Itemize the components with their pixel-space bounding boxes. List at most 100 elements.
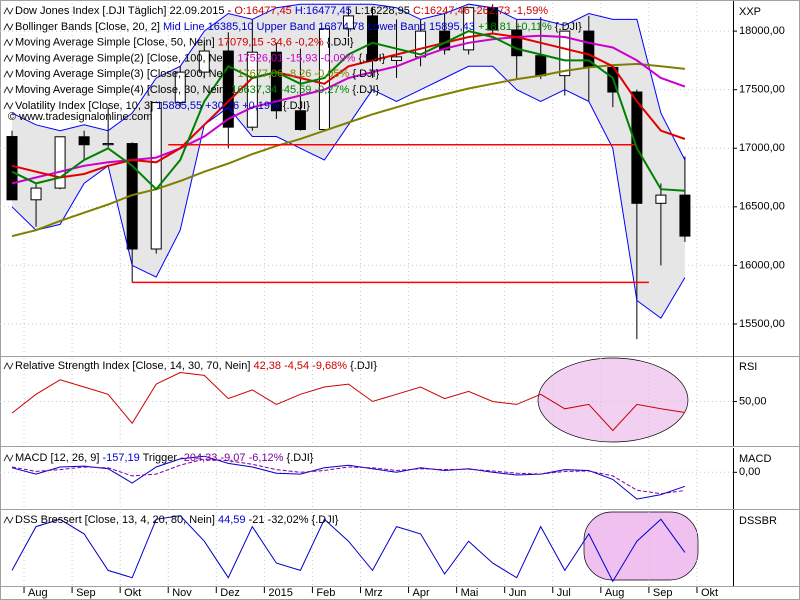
legend-segment: MACD [12, 26, 9] (15, 452, 102, 464)
highlight-box (583, 511, 699, 581)
candle-body (54, 136, 66, 189)
candle-body (102, 143, 114, 146)
legend-segment: Moving Average Simple(4) [Close, 30, Nei… (15, 84, 231, 96)
legend-icon (3, 22, 14, 31)
legend-segment: 17079,15 -34,6 -0,2% (218, 37, 324, 49)
legend-icon (3, 86, 14, 94)
legend-segment: {.DJI} (280, 100, 310, 112)
candle-body (78, 136, 90, 146)
plot-area (0, 3, 733, 355)
legend-segment: Moving Average Simple(2) [Close, 100, Ne… (15, 52, 237, 64)
legend-segment: {.DJI} (283, 452, 313, 464)
y-tick-label: 50,00 (739, 395, 767, 407)
legend-icon (3, 516, 14, 524)
legend-segment: Volatility Index [Close, 10, 3] (15, 100, 156, 112)
y-tick-label: 18000,00 (739, 25, 785, 37)
legend-icon (3, 70, 14, 79)
x-tick-label: Mrz (364, 587, 382, 599)
x-tick-label: Mai (461, 587, 479, 599)
y-tick-label: 15500,00 (739, 318, 785, 330)
legend-entry: Bollinger Bands [Close, 20, 2] Mid Line … (15, 21, 582, 33)
legend-segment: C:16247,46 -262,73 -1,59% (413, 5, 548, 17)
legend-icon (3, 54, 14, 63)
axis-label: DSSBR (739, 515, 777, 527)
x-tick-label: Dez (220, 587, 240, 599)
candle-body (150, 102, 162, 250)
candle-body (535, 55, 547, 77)
legend-entry: DSS Bressert [Close, 13, 4, 20, 80, Nein… (15, 514, 339, 526)
legend-entry: Dow Jones Index [.DJI Täglich] 22.09.201… (15, 5, 548, 17)
candle-body (6, 136, 18, 201)
candle-body (511, 29, 523, 57)
plot-area (0, 358, 733, 445)
legend-segment: +18,81 +0,11% (475, 21, 552, 33)
candle-body (174, 71, 186, 104)
y-tick-label: 16500,00 (739, 201, 785, 213)
x-tick-label: Apr (413, 587, 430, 599)
highlight-ellipse (537, 357, 689, 443)
legend-segment: Dow Jones Index [.DJI Täglich] 22.09.201… (15, 5, 234, 17)
legend-segment: Bollinger Bands [Close, 20, 2] (15, 21, 163, 33)
legend-segment: {.DJI} (349, 68, 379, 80)
legend-segment: {.DJI} (552, 21, 582, 33)
legend-entry: Moving Average Simple(3) [Close, 200, Ne… (15, 68, 380, 80)
x-tick-label: Sep (653, 587, 673, 599)
y-tick-label: 16000,00 (739, 259, 785, 271)
legend-segment: {.DJI} (347, 360, 377, 372)
legend-segment: -157,19 (102, 452, 139, 464)
legend-segment: Moving Average Simple(3) [Close, 200, Ne… (15, 68, 237, 80)
axis-label: RSI (739, 361, 757, 373)
legend-segment: Moving Average Simple [Close, 50, Nein] (15, 37, 218, 49)
series-line (11, 458, 685, 495)
candle-body (655, 194, 667, 204)
candle-body (270, 51, 282, 112)
legend-entry: Moving Average Simple(4) [Close, 30, Nei… (15, 84, 380, 96)
legend-entry: Relative Strength Index [Close, 14, 30, … (15, 360, 377, 372)
x-tick-label: Feb (316, 587, 335, 599)
legend-segment: Trigger (140, 452, 180, 464)
axis-label: XXP (739, 6, 761, 18)
candle-body (246, 51, 258, 128)
x-tick-label: Nov (172, 587, 192, 599)
legend-entry: MACD [12, 26, 9] -157,19 Trigger -204,33… (15, 452, 314, 464)
candle-body (559, 30, 571, 77)
legend-segment: -21 -32,02% {.DJI} (246, 514, 339, 526)
legend-segment: H:16477,45 (295, 5, 355, 17)
x-tick-label: Aug (28, 587, 48, 599)
series-line (11, 371, 685, 432)
series-line (11, 455, 686, 500)
candle-body (679, 194, 691, 237)
candle-body (222, 50, 234, 128)
legend-segment: Mid Line 16385,10 Upper Band 16874,78 Lo… (163, 21, 475, 33)
legend-segment: L:16228,95 (355, 5, 413, 17)
legend-entry: Moving Average Simple(2) [Close, 100, Ne… (15, 52, 386, 64)
legend-segment: {.DJI} (324, 37, 354, 49)
legend-entry: Volatility Index [Close, 10, 3] 15885,55… (15, 100, 310, 112)
candle-body (198, 50, 210, 73)
x-tick-label: Okt (124, 587, 141, 599)
legend-segment: {.DJI} (355, 52, 385, 64)
candle-body (294, 110, 306, 131)
legend-segment: Relative Strength Index [Close, 14, 30, … (15, 360, 253, 372)
candle-body (391, 56, 403, 61)
legend-icon (3, 38, 14, 47)
y-tick-label: 0,00 (739, 466, 760, 478)
plot-area (0, 450, 733, 508)
x-tick-label: Aug (605, 587, 625, 599)
legend-icon (3, 454, 14, 462)
candle-body (342, 15, 354, 30)
y-tick-label: 17500,00 (739, 84, 785, 96)
legend-entry: Moving Average Simple [Close, 50, Nein] … (15, 37, 354, 49)
y-tick-label: 17000,00 (739, 142, 785, 154)
series-line (11, 3, 686, 161)
legend-segment: 17526,01 -15,93 -0,09% (237, 52, 355, 64)
legend-segment: DSS Bressert [Close, 13, 4, 20, 80, Nein… (15, 514, 218, 526)
x-tick-label: Jun (509, 587, 527, 599)
legend-segment: -204,33 -9,07 -6,12% (180, 452, 284, 464)
legend-segment: 16637,34 -45,59 -0,27% (231, 84, 349, 96)
candle-body (30, 187, 42, 201)
series-line (11, 62, 686, 238)
series-line (11, 32, 686, 179)
series-line (11, 30, 685, 192)
